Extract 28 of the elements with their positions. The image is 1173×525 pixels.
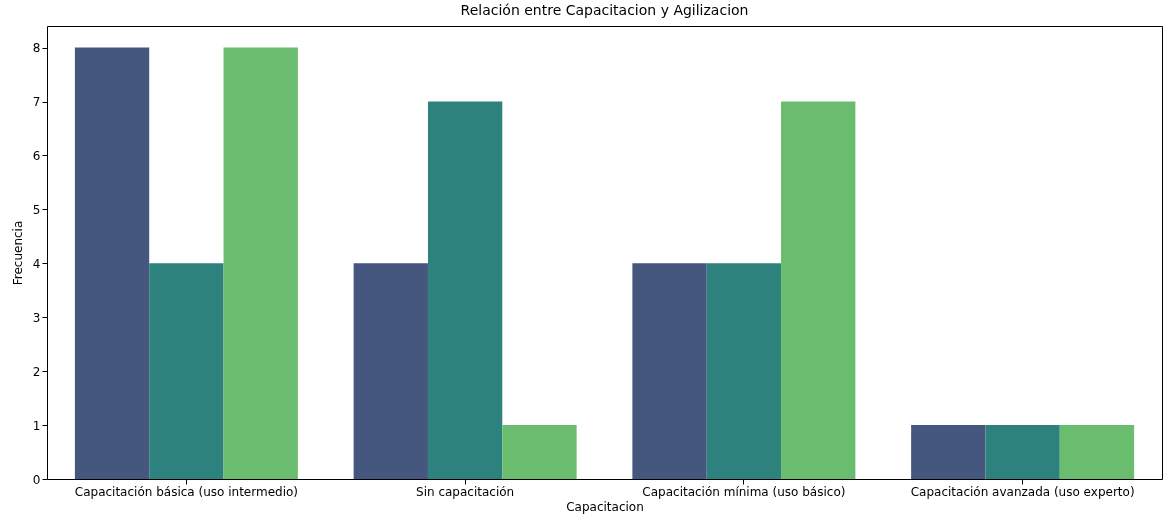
bar bbox=[706, 263, 782, 479]
bar bbox=[223, 47, 298, 479]
y-tick-label: 3 bbox=[32, 310, 41, 325]
x-tick-label: Sin capacitación bbox=[416, 484, 515, 499]
bar bbox=[1059, 425, 1135, 479]
bar bbox=[353, 263, 428, 479]
bar bbox=[149, 263, 224, 479]
bar bbox=[985, 425, 1060, 479]
y-tick-label: 6 bbox=[32, 148, 41, 163]
y-tick-label: 2 bbox=[32, 364, 41, 379]
x-axis-title: Capacitacion bbox=[566, 499, 644, 514]
x-tick-label: Capacitación básica (uso intermedio) bbox=[74, 484, 298, 499]
bar bbox=[632, 263, 707, 479]
y-tick-label: 4 bbox=[32, 256, 41, 271]
bar bbox=[781, 101, 856, 479]
chart-title: Relación entre Capacitacion y Agilizacion bbox=[460, 2, 749, 18]
y-tick-label: 1 bbox=[32, 418, 41, 433]
bar bbox=[74, 47, 150, 479]
x-tick-label: Capacitación avanzada (uso experto) bbox=[910, 484, 1135, 499]
y-tick-label: 7 bbox=[32, 95, 41, 109]
x-tick-label: Capacitación mínima (uso básico) bbox=[642, 484, 846, 499]
bar bbox=[502, 425, 577, 479]
bar bbox=[911, 425, 986, 479]
y-tick-label: 0 bbox=[32, 472, 41, 487]
y-tick-label: 5 bbox=[32, 202, 41, 217]
bar bbox=[427, 101, 503, 479]
y-axis-title: Frecuencia bbox=[10, 220, 25, 286]
y-tick-label: 8 bbox=[32, 41, 41, 56]
